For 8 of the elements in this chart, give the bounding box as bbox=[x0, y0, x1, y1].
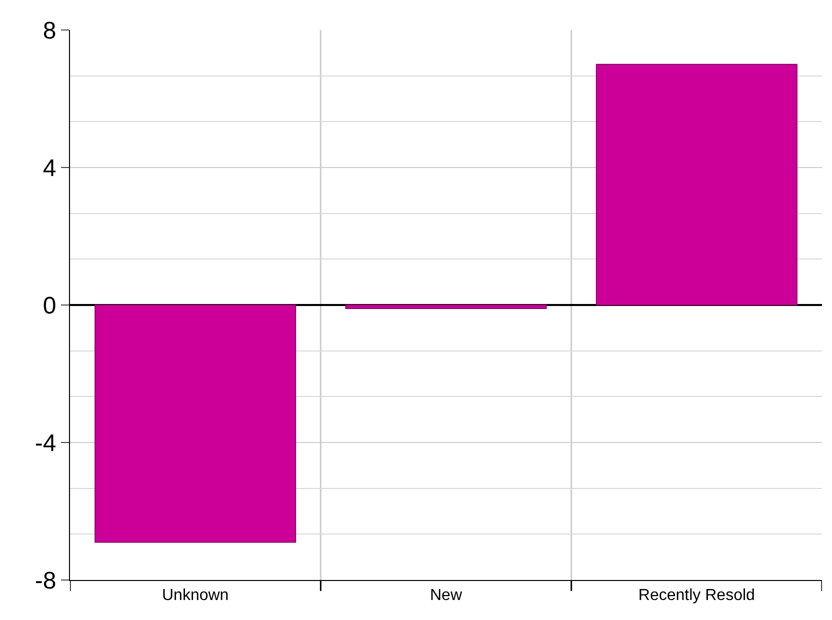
y-tick-label: 0 bbox=[42, 292, 56, 320]
x-tick-label: Unknown bbox=[162, 587, 229, 604]
y-tick-label: 4 bbox=[42, 154, 56, 182]
x-tick-label: Recently Resold bbox=[638, 587, 755, 604]
x-tick-label: New bbox=[430, 587, 462, 604]
y-tick-label: 8 bbox=[42, 17, 56, 44]
y-tick-label: -4 bbox=[34, 430, 56, 457]
y-tick-label: -8 bbox=[34, 567, 56, 594]
